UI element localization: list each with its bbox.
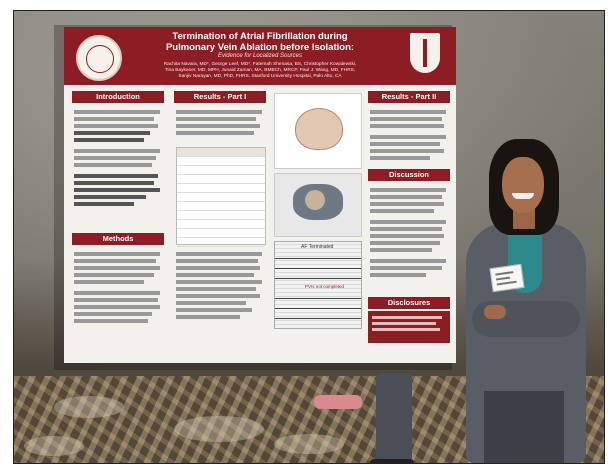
poster-authors: Rachita Navara, MD*, George Leef, MD*, F… bbox=[134, 62, 386, 80]
presenter-face bbox=[502, 157, 544, 213]
results-1-text-block bbox=[176, 107, 264, 143]
section-results-part-2: Results - Part II bbox=[368, 91, 450, 103]
pvi-not-completed-label: PVIs not completed bbox=[305, 284, 344, 289]
bystander-shoe bbox=[370, 459, 414, 464]
section-disclosures: Disclosures bbox=[368, 297, 450, 309]
poster-title-line-2: Pulmonary Vein Ablation before Isolation… bbox=[134, 42, 386, 53]
figure-ecg-tracing: AF Terminated PVIs not completed bbox=[274, 241, 362, 329]
poster-title: Termination of Atrial Fibrillation durin… bbox=[134, 31, 386, 53]
presenter-hand bbox=[484, 305, 506, 319]
figure-ablation-map bbox=[274, 173, 362, 237]
af-terminated-label: AF Terminated bbox=[301, 244, 333, 250]
presenter-pants bbox=[484, 391, 564, 464]
carpet-pattern bbox=[24, 436, 84, 456]
research-poster: Termination of Atrial Fibrillation durin… bbox=[64, 27, 456, 363]
section-methods: Methods bbox=[72, 233, 164, 245]
poster-subtitle: Evidence for Localized Sources bbox=[134, 53, 386, 59]
carpet-pattern bbox=[54, 396, 124, 418]
photo: Termination of Atrial Fibrillation durin… bbox=[13, 10, 605, 464]
carpet-pattern bbox=[274, 434, 344, 454]
disclosures-box bbox=[368, 311, 450, 343]
introduction-text-block bbox=[74, 107, 162, 215]
university-seal-icon bbox=[76, 35, 122, 81]
bystander-legs bbox=[376, 373, 412, 463]
name-badge bbox=[489, 264, 524, 292]
carpet-pattern bbox=[174, 416, 264, 442]
results-table bbox=[176, 147, 266, 245]
results-2-text-block bbox=[370, 107, 448, 165]
poster-title-line-1: Termination of Atrial Fibrillation durin… bbox=[134, 31, 386, 42]
poster-header: Termination of Atrial Fibrillation durin… bbox=[64, 27, 456, 85]
bystander-feet bbox=[314, 395, 362, 409]
results-1-text-block-2 bbox=[176, 249, 264, 349]
heart-diagram bbox=[295, 108, 343, 150]
methods-text-block bbox=[74, 249, 162, 349]
authors-line-3: Sanjiv Narayan, MD, PhD, FHRS. Stanford … bbox=[134, 74, 386, 80]
figure-atrial-anatomy bbox=[274, 93, 362, 169]
section-discussion: Discussion bbox=[368, 169, 450, 181]
discussion-text-block bbox=[370, 185, 448, 285]
hospital-shield-icon bbox=[410, 33, 440, 73]
section-introduction: Introduction bbox=[72, 91, 164, 103]
section-results-part-1: Results - Part I bbox=[174, 91, 266, 103]
